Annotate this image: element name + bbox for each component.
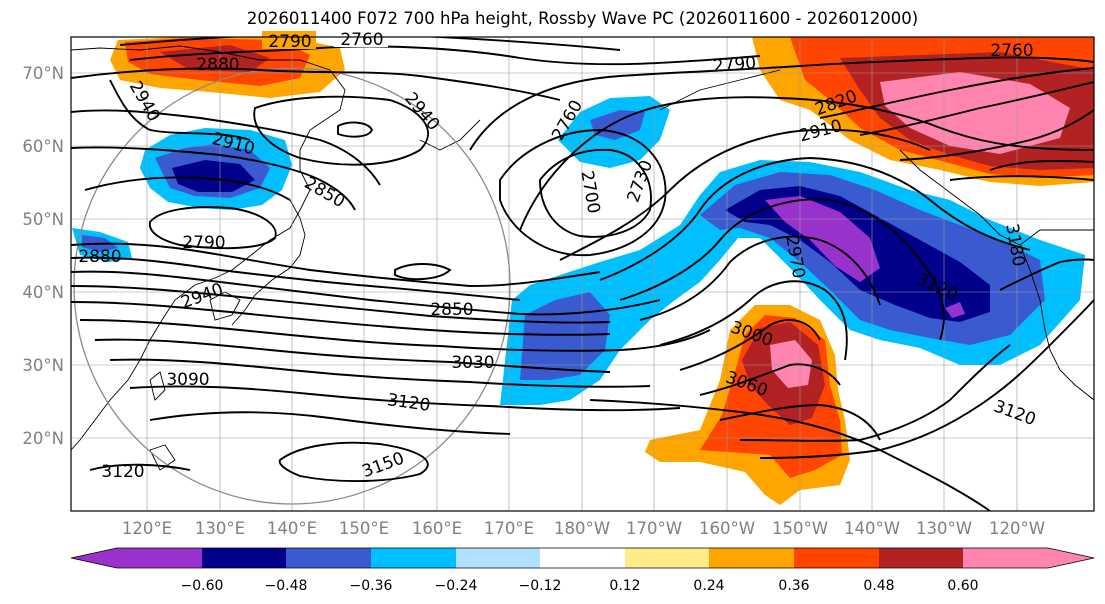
- map-frame: [70, 36, 1095, 512]
- map-title: 2026011400 F072 700 hPa height, Rossby W…: [246, 9, 919, 28]
- lon-label: 140°E: [267, 519, 317, 538]
- lon-label: 150°W: [772, 519, 828, 538]
- contour-label: 2880: [78, 247, 121, 267]
- contour-label: 3150: [360, 449, 407, 483]
- lon-label: 120°E: [122, 519, 172, 538]
- lon-label: 150°E: [339, 519, 389, 538]
- lon-label: 130°W: [916, 519, 972, 538]
- contour-label: 3090: [166, 370, 209, 390]
- lon-label: 170°W: [626, 519, 682, 538]
- lat-label: 70°N: [22, 64, 64, 83]
- colorbar-tick: 0.24: [693, 578, 724, 594]
- colorbar-extend-max: [963, 548, 1094, 568]
- contour-label: 2940: [179, 280, 226, 314]
- lat-label: 50°N: [22, 210, 64, 229]
- colorbar-tick: −0.12: [519, 578, 562, 594]
- colorbar-tick: 0.48: [863, 578, 894, 594]
- colorbar-tick: 0.36: [778, 578, 809, 594]
- contour-label: 2700: [576, 169, 603, 215]
- colorbar: −0.60 −0.48 −0.36 −0.24 −0.12 0.12 0.24 …: [70, 547, 1095, 594]
- contour-label: 3120: [386, 390, 432, 416]
- lon-label: 170°E: [484, 519, 534, 538]
- colorbar-segment: [794, 548, 879, 568]
- contour-label: 2730: [624, 158, 658, 205]
- lon-label: 140°W: [844, 519, 900, 538]
- contour-label: 2910: [797, 116, 844, 147]
- contour-label: 3030: [451, 353, 494, 373]
- colorbar-extend-min: [71, 548, 117, 568]
- lon-label: 160°E: [412, 519, 462, 538]
- colorbar-segment: [625, 548, 709, 568]
- colorbar-tick: −0.24: [435, 578, 478, 594]
- contour-label: 2790: [268, 32, 311, 52]
- longitude-labels: 120°E 130°E 140°E 150°E 160°E 170°E 180°…: [122, 519, 1045, 538]
- lon-label: 160°W: [699, 519, 755, 538]
- lat-label: 30°N: [22, 356, 64, 375]
- lat-label: 20°N: [22, 429, 64, 448]
- lon-label: 120°W: [989, 519, 1045, 538]
- colorbar-segment: [117, 548, 202, 568]
- colorbar-tick: −0.60: [181, 578, 224, 594]
- contour-label: 2760: [990, 41, 1033, 61]
- colorbar-tick: 0.60: [947, 578, 978, 594]
- contour-label: 3120: [101, 462, 144, 482]
- lat-label: 60°N: [22, 137, 64, 156]
- colorbar-segment: [709, 548, 794, 568]
- latitude-labels: 70°N 60°N 50°N 40°N 30°N 20°N: [22, 64, 64, 448]
- contour-label: 2790: [182, 233, 225, 253]
- colorbar-tick: 0.12: [609, 578, 640, 594]
- contour-label: 3120: [991, 397, 1038, 431]
- colorbar-tick: −0.48: [265, 578, 308, 594]
- colorbar-segment: [540, 548, 625, 568]
- contour-label: 2880: [196, 55, 239, 75]
- contour-label: 2850: [430, 300, 473, 320]
- colorbar-segment: [286, 548, 371, 568]
- height-contours: [71, 37, 1094, 511]
- contour-label: 2760: [340, 30, 383, 50]
- graticule: [71, 37, 1094, 511]
- contour-label: 2790: [712, 53, 757, 77]
- contour-label: 2850: [301, 173, 348, 212]
- lon-label: 130°E: [195, 519, 245, 538]
- lat-label: 40°N: [22, 283, 64, 302]
- colorbar-segment: [202, 548, 286, 568]
- colorbar-segment: [371, 548, 456, 568]
- colorbar-segment: [456, 548, 540, 568]
- colorbar-tick: −0.36: [350, 578, 393, 594]
- colorbar-segment: [879, 548, 963, 568]
- lon-label: 180°W: [554, 519, 610, 538]
